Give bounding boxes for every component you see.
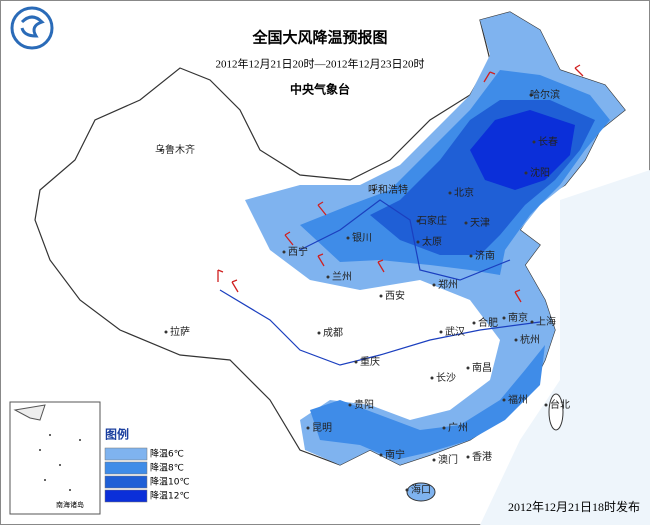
city-label: 哈尔滨 — [530, 88, 560, 101]
city-dot — [405, 488, 409, 492]
city-dot — [530, 320, 534, 324]
issuer: 中央气象台 — [290, 82, 350, 97]
city-dot — [159, 148, 163, 152]
city-dot — [416, 219, 420, 223]
legend-label: 降温8℃ — [150, 462, 184, 474]
city-label: 成都 — [323, 327, 343, 339]
river — [219, 289, 541, 366]
legend-label: 降温10℃ — [150, 476, 190, 488]
river — [299, 199, 511, 281]
city-label: 澳门 — [438, 453, 458, 466]
city-dot — [306, 426, 310, 430]
city-dot — [466, 455, 470, 459]
city-dot — [354, 360, 358, 364]
title: 全国大风降温预报图 — [251, 29, 387, 47]
city-dot — [448, 191, 452, 195]
city-label: 武汉 — [445, 325, 465, 338]
city-dot — [532, 140, 536, 144]
city-dot — [372, 188, 376, 192]
city-dot — [524, 171, 528, 175]
city-dot — [439, 330, 443, 334]
city-label: 上海 — [536, 315, 556, 328]
city-dot — [379, 294, 383, 298]
inset-label: 南海诸岛 — [56, 500, 84, 509]
city-label: 西安 — [385, 289, 405, 302]
city-label: 长沙 — [436, 372, 456, 384]
city-label: 石家庄 — [417, 214, 447, 227]
city-dot — [430, 376, 434, 380]
city-label: 太原 — [422, 235, 442, 248]
city-label: 南昌 — [472, 361, 492, 374]
city-label: 海口 — [411, 483, 431, 496]
inset-box — [9, 401, 101, 515]
city-label: 贵阳 — [354, 398, 374, 411]
city-label: 西宁 — [288, 245, 308, 258]
city-dot — [469, 254, 473, 258]
city-label: 南宁 — [385, 448, 405, 461]
city-label: 天津 — [470, 217, 490, 229]
city-label: 杭州 — [520, 333, 540, 346]
city-label: 合肥 — [478, 316, 498, 329]
legend: 降温6℃ 降温8℃ 降温10℃ 降温12℃ — [104, 447, 190, 503]
city-dot — [544, 403, 548, 407]
hainan — [406, 482, 436, 502]
city-label: 济南 — [475, 249, 495, 262]
legend-label: 降温6℃ — [150, 448, 184, 460]
city-dot — [432, 458, 436, 462]
city-label: 昆明 — [312, 422, 332, 434]
city-label: 郑州 — [438, 278, 458, 291]
city-label: 福州 — [508, 393, 528, 406]
period: 2012年12月21日20时—2012年12月23日20时 — [216, 57, 425, 71]
city-dot — [502, 398, 506, 402]
city-label: 台北 — [550, 398, 570, 411]
city-dot — [326, 275, 330, 279]
logo — [10, 6, 54, 50]
city-label: 北京 — [454, 186, 474, 199]
city-dot — [466, 366, 470, 370]
city-label: 沈阳 — [530, 166, 550, 179]
city-dot — [432, 283, 436, 287]
city-dot — [529, 93, 533, 97]
city-label: 银川 — [352, 231, 372, 244]
legend-swatch — [104, 475, 148, 489]
city-dot — [317, 331, 321, 335]
inset-islands — [39, 434, 81, 491]
legend-title: 图例 — [105, 427, 129, 442]
legend-swatch — [104, 489, 148, 503]
city-dot — [514, 338, 518, 342]
inset-coast — [13, 404, 46, 421]
taiwan — [548, 393, 564, 431]
city-dot — [164, 330, 168, 334]
city-label: 呼和浩特 — [368, 184, 408, 196]
city-label: 兰州 — [332, 270, 352, 283]
legend-swatch — [104, 461, 148, 475]
legend-label: 降温12℃ — [150, 490, 190, 502]
city-label: 广州 — [448, 422, 468, 434]
legend-swatch — [104, 447, 148, 461]
city-dot — [464, 221, 468, 225]
city-dot — [472, 321, 476, 325]
city-label: 拉萨 — [170, 325, 190, 338]
logo-swirl — [20, 15, 45, 38]
city-dot — [346, 236, 350, 240]
city-label: 乌鲁木齐 — [155, 143, 195, 156]
city-label: 重庆 — [360, 355, 380, 368]
city-label: 香港 — [472, 451, 492, 463]
sea — [480, 170, 650, 525]
city-dot — [282, 250, 286, 254]
city-dot — [502, 316, 506, 320]
city-label: 南京 — [508, 311, 528, 324]
city-dot — [416, 240, 420, 244]
city-dot — [379, 453, 383, 457]
city-dot — [348, 403, 352, 407]
footer: 2012年12月21日18时发布 — [508, 499, 640, 514]
city-dot — [442, 426, 446, 430]
city-label: 长春 — [538, 136, 558, 148]
wind-flags — [217, 64, 584, 303]
zone-12 — [470, 110, 575, 190]
